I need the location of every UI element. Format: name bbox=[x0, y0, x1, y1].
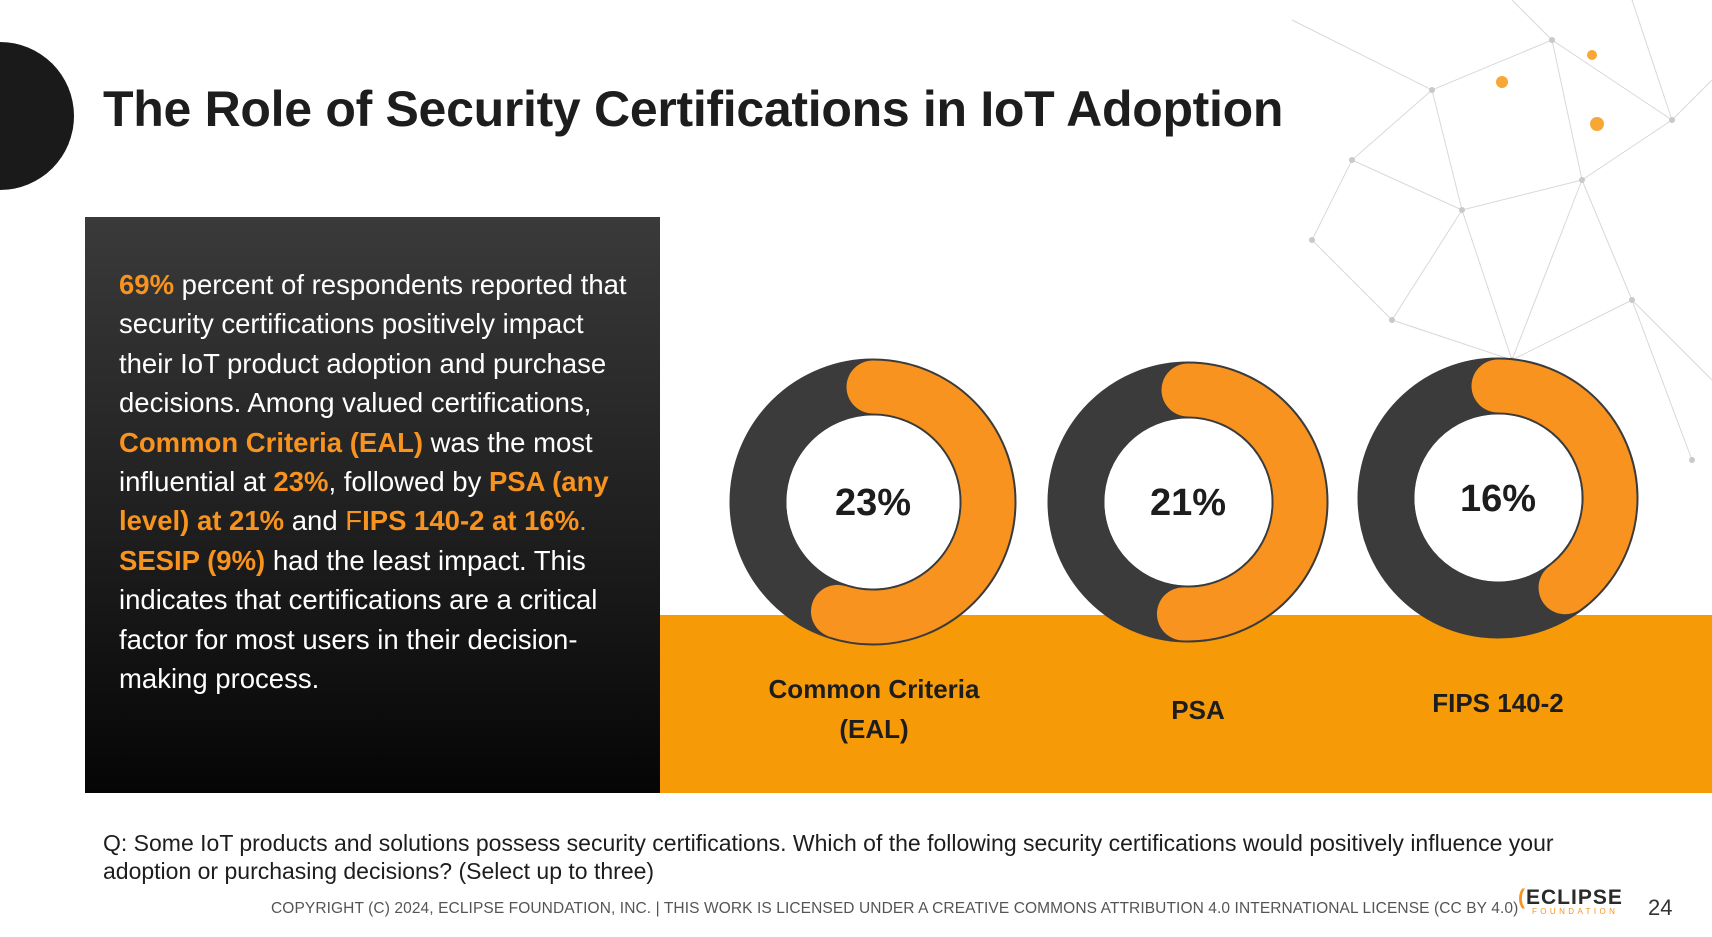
donut-value-label: 21% bbox=[1150, 482, 1226, 524]
summary-highlight-sesip: SESIP (9%) bbox=[119, 544, 266, 576]
network-background-graphic bbox=[1291, 0, 1712, 473]
slide-title: The Role of Security Certifications in I… bbox=[103, 81, 1284, 137]
donut-value-arc bbox=[810, 360, 1015, 644]
summary-segment: and bbox=[284, 505, 346, 537]
logo-wordmark: (ECLIPSE bbox=[1518, 886, 1623, 910]
summary-highlight-23: 23% bbox=[273, 466, 329, 498]
question-prefix: Q: bbox=[103, 830, 128, 856]
summary-highlight-fips: IPS 140-2 at 16% bbox=[362, 505, 580, 537]
donut-chart: 23% 21% 16% bbox=[729, 357, 1639, 646]
donut-label-line: FIPS 140-2 bbox=[1432, 688, 1564, 718]
donut-value-arc bbox=[1471, 359, 1637, 615]
summary-text: 69% percent of respondents reported that… bbox=[119, 265, 630, 698]
summary-highlight-69: 69% bbox=[119, 269, 175, 300]
eclipse-foundation-logo: (ECLIPSE FOUNDATION bbox=[1518, 886, 1623, 916]
logo-main-text: ECLIPSE bbox=[1526, 886, 1623, 909]
summary-highlight-psa: PSA (any level) at 21% bbox=[119, 466, 609, 537]
survey-question: Q: Some IoT products and solutions posse… bbox=[103, 829, 1623, 885]
summary-panel: 69% percent of respondents reported that… bbox=[85, 217, 660, 793]
summary-segment: , followed by bbox=[328, 466, 489, 498]
page-number: 24 bbox=[1648, 895, 1673, 920]
donut-value-label: 16% bbox=[1460, 478, 1536, 520]
question-text: Some IoT products and solutions possess … bbox=[103, 830, 1554, 884]
donut-label-line: PSA bbox=[1171, 695, 1225, 725]
summary-highlight-fips-initial: F bbox=[345, 505, 363, 537]
donut-label-common-criteria: Common Criteria (EAL) bbox=[752, 669, 996, 749]
donut-label-line: Common Criteria bbox=[768, 674, 980, 704]
donut-label-psa: PSA bbox=[1098, 690, 1298, 730]
decorative-half-circle bbox=[0, 42, 74, 190]
copyright-notice: COPYRIGHT (C) 2024, ECLIPSE FOUNDATION, … bbox=[271, 900, 1519, 917]
chart-background-band bbox=[660, 615, 1712, 793]
donut-value-label: 23% bbox=[835, 482, 911, 524]
summary-highlight-common-criteria: Common Criteria (EAL) bbox=[119, 426, 424, 458]
summary-segment: . bbox=[579, 505, 587, 537]
donut-hole bbox=[1104, 418, 1272, 586]
donut-label-fips: FIPS 140-2 bbox=[1398, 683, 1598, 723]
summary-segment: had the least impact. This indicates tha… bbox=[119, 544, 598, 695]
donut-hole bbox=[786, 415, 960, 589]
logo-subtext: FOUNDATION bbox=[1532, 907, 1619, 916]
logo-mark: ( bbox=[1518, 886, 1526, 909]
summary-segment: percent of respondents reported that sec… bbox=[119, 269, 627, 419]
donut-value-arc bbox=[1156, 363, 1327, 641]
summary-segment: was the most influential at bbox=[119, 426, 593, 498]
donut-label-line: (EAL) bbox=[839, 714, 909, 744]
donut-hole bbox=[1414, 414, 1582, 582]
